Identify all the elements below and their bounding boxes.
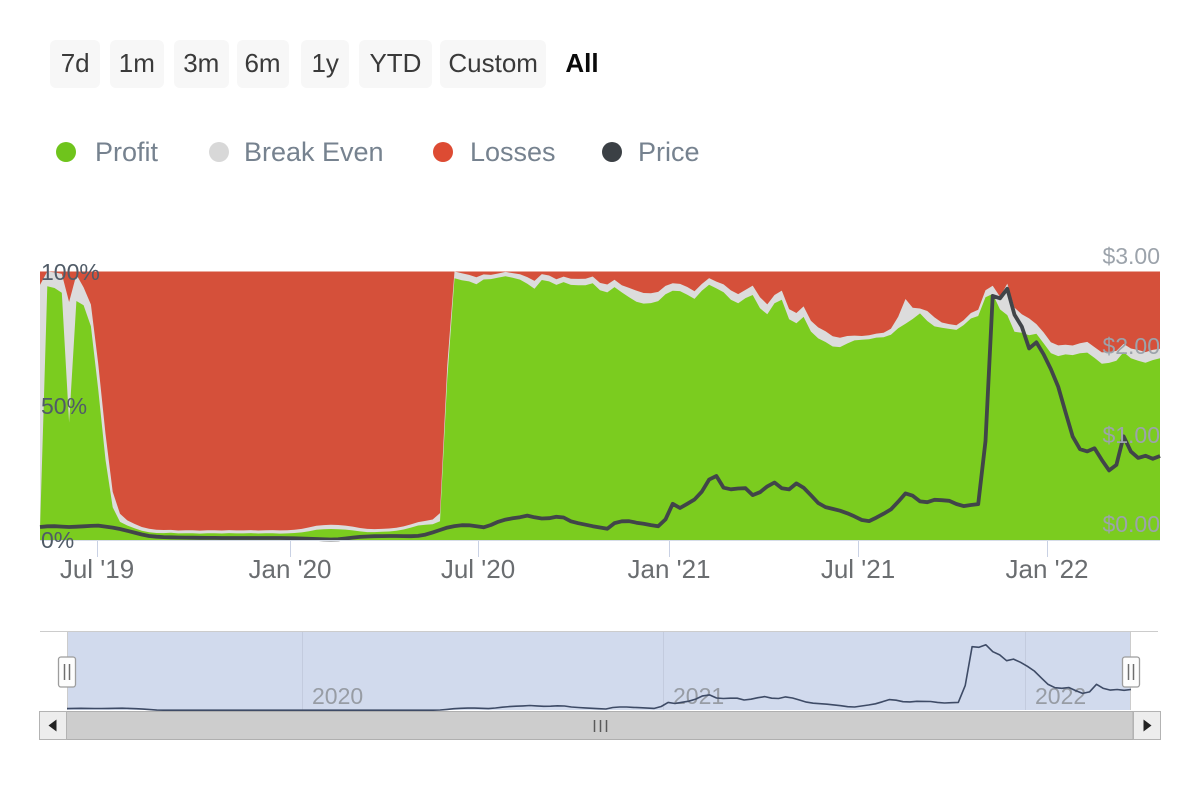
svg-text:$0.00: $0.00 (1102, 511, 1160, 537)
svg-text:Jul '21: Jul '21 (821, 554, 895, 584)
svg-text:2020: 2020 (312, 683, 363, 709)
svg-text:0%: 0% (41, 527, 74, 553)
svg-text:2021: 2021 (673, 683, 724, 709)
svg-text:Jul '19: Jul '19 (60, 554, 134, 584)
svg-text:Jul '20: Jul '20 (441, 554, 515, 584)
svg-text:Jan '21: Jan '21 (627, 554, 710, 584)
svg-text:Jan '22: Jan '22 (1005, 554, 1088, 584)
svg-text:$2.00: $2.00 (1102, 333, 1160, 359)
svg-text:Jan '20: Jan '20 (248, 554, 331, 584)
svg-text:2022: 2022 (1035, 683, 1086, 709)
svg-text:50%: 50% (41, 393, 87, 419)
svg-text:100%: 100% (41, 259, 100, 285)
svg-text:$1.00: $1.00 (1102, 422, 1160, 448)
svg-text:$3.00: $3.00 (1102, 243, 1160, 269)
